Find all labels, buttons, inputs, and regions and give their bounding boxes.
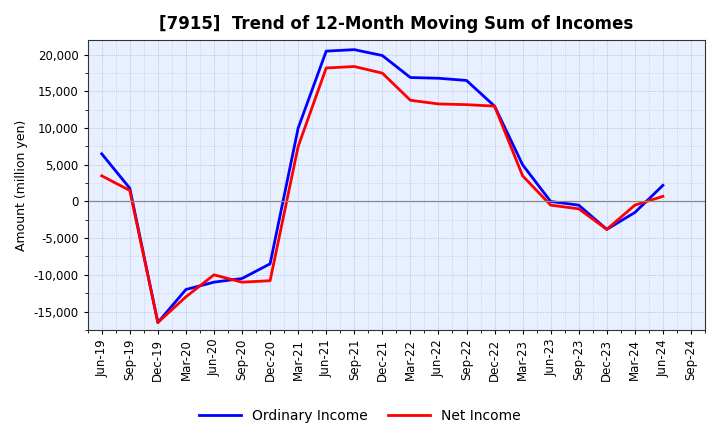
- Net Income: [659, 194, 667, 199]
- Ordinary Income: [350, 47, 359, 52]
- Ordinary Income: [575, 202, 583, 208]
- Net Income: [153, 320, 162, 325]
- Ordinary Income: [238, 276, 246, 281]
- Net Income: [378, 70, 387, 76]
- Net Income: [406, 98, 415, 103]
- Line: Net Income: Net Income: [102, 66, 663, 323]
- Ordinary Income: [546, 199, 555, 204]
- Net Income: [97, 173, 106, 179]
- Ordinary Income: [322, 48, 330, 54]
- Net Income: [434, 101, 443, 106]
- Ordinary Income: [266, 261, 274, 267]
- Net Income: [125, 188, 134, 193]
- Ordinary Income: [603, 227, 611, 232]
- Ordinary Income: [518, 162, 527, 168]
- Ordinary Income: [462, 78, 471, 83]
- Net Income: [238, 279, 246, 285]
- Ordinary Income: [434, 76, 443, 81]
- Title: [7915]  Trend of 12-Month Moving Sum of Incomes: [7915] Trend of 12-Month Moving Sum of I…: [159, 15, 634, 33]
- Ordinary Income: [125, 186, 134, 191]
- Net Income: [603, 227, 611, 232]
- Net Income: [294, 144, 302, 149]
- Net Income: [462, 102, 471, 107]
- Net Income: [631, 202, 639, 208]
- Ordinary Income: [153, 320, 162, 325]
- Line: Ordinary Income: Ordinary Income: [102, 50, 663, 323]
- Ordinary Income: [97, 151, 106, 157]
- Ordinary Income: [181, 287, 190, 292]
- Y-axis label: Amount (million yen): Amount (million yen): [15, 119, 28, 251]
- Net Income: [490, 103, 499, 109]
- Ordinary Income: [659, 183, 667, 188]
- Net Income: [210, 272, 218, 278]
- Ordinary Income: [294, 125, 302, 131]
- Net Income: [181, 294, 190, 300]
- Ordinary Income: [490, 103, 499, 109]
- Net Income: [350, 64, 359, 69]
- Ordinary Income: [631, 210, 639, 215]
- Ordinary Income: [406, 75, 415, 80]
- Net Income: [322, 66, 330, 71]
- Net Income: [266, 278, 274, 283]
- Ordinary Income: [210, 279, 218, 285]
- Legend: Ordinary Income, Net Income: Ordinary Income, Net Income: [194, 403, 526, 429]
- Net Income: [546, 202, 555, 208]
- Net Income: [575, 206, 583, 212]
- Net Income: [518, 173, 527, 179]
- Ordinary Income: [378, 53, 387, 58]
